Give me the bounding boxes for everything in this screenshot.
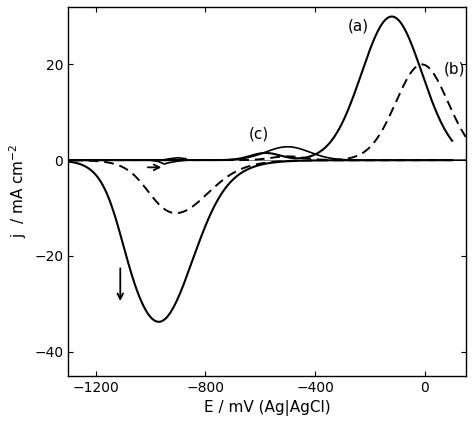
- Text: (c): (c): [249, 126, 269, 142]
- Y-axis label: j  / mA cm$^{-2}$: j / mA cm$^{-2}$: [7, 144, 28, 239]
- Text: (a): (a): [348, 19, 369, 34]
- Text: (b): (b): [444, 62, 465, 77]
- X-axis label: E / mV (Ag|AgCl): E / mV (Ag|AgCl): [204, 400, 330, 416]
